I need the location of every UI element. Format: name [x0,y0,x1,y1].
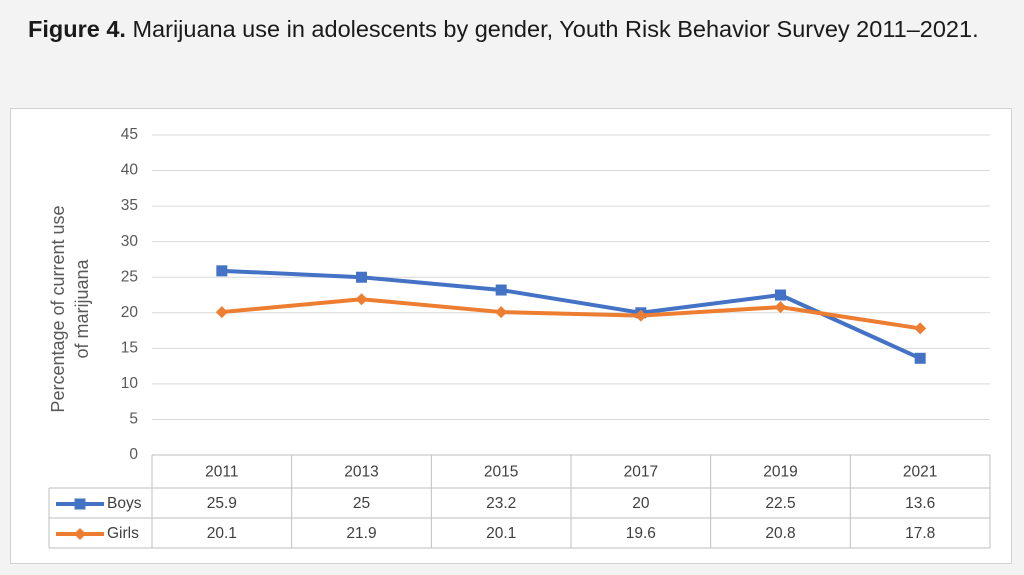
data-point [775,289,786,301]
table-value: 20.1 [207,525,237,542]
table-value: 25.9 [207,495,237,512]
data-point [914,322,927,335]
figure-caption: Figure 4. Marijuana use in adolescents b… [28,10,1000,49]
y-axis-title: of marijuana [72,258,92,358]
y-tick-label: 30 [121,233,139,250]
data-point [216,265,228,277]
legend-marker [74,528,86,540]
x-tick-label: 2015 [484,464,518,481]
y-tick-label: 5 [129,411,138,428]
line-chart: 0 5 10 15 20 25 30 35 40 45 Percentage of current … [48,126,991,549]
y-tick-label: 20 [121,304,139,321]
data-point [355,293,368,306]
y-tick-label: 15 [121,339,138,356]
y-tick-label: 40 [121,162,139,179]
data-point [495,284,507,296]
y-tick-label: 0 [129,446,138,463]
table-value: 20 [632,495,650,512]
table-value: 25 [353,495,370,512]
legend-marker [74,498,86,510]
table-value: 21.9 [346,525,376,542]
table-value: 19.6 [626,525,656,542]
series-line-girls [219,297,923,331]
series-line-boys [219,268,923,361]
table-value: 20.8 [765,525,795,542]
table-value: 22.5 [765,495,795,512]
y-tick-label: 45 [121,126,138,143]
x-tick-label: 2013 [344,464,378,481]
table-value: 13.6 [905,495,935,512]
data-point [914,352,926,364]
figure-label: Figure 4. [28,16,126,42]
table-value: 23.2 [486,495,516,512]
legend-label: Boys [107,495,142,512]
data-point [356,271,367,283]
x-tick-label: 2021 [903,464,937,481]
legend-label: Girls [107,525,139,542]
y-tick-label: 10 [121,375,139,392]
x-tick-label: 2017 [624,464,658,481]
y-axis-title: Percentage of current use [48,205,68,412]
chart-area: 0 5 10 15 20 25 30 35 40 45 Percentage of current … [10,108,1012,564]
figure-caption-text: Marijuana use in adolescents by gender, … [125,16,979,42]
y-tick-label: 35 [121,197,138,214]
data-point [634,309,647,322]
table-value: 17.8 [905,525,935,542]
data-point [774,301,787,314]
data-point [495,306,508,319]
x-tick-label: 2011 [205,464,238,481]
table-value: 20.1 [486,525,516,542]
x-tick-label: 2019 [763,464,797,481]
data-point [215,306,228,319]
y-tick-label: 25 [121,268,138,285]
